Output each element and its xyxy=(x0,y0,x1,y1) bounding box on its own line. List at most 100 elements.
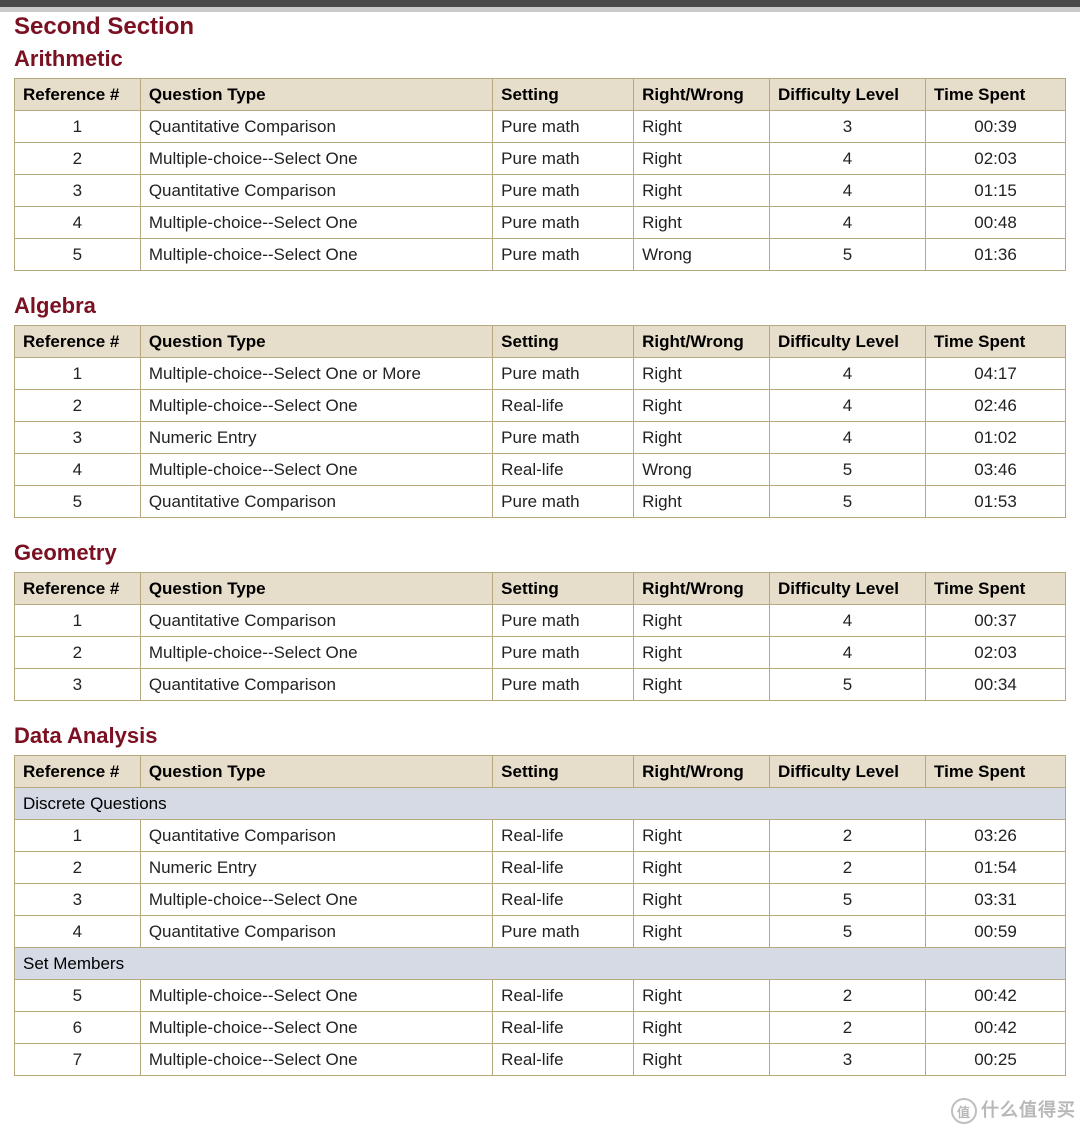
results-table: Reference #Question TypeSettingRight/Wro… xyxy=(14,325,1066,518)
cell-type: Multiple-choice--Select One xyxy=(140,884,492,916)
cell-ref: 3 xyxy=(15,884,141,916)
col-header-time: Time Spent xyxy=(926,79,1066,111)
table-header-row: Reference #Question TypeSettingRight/Wro… xyxy=(15,573,1066,605)
table-header-row: Reference #Question TypeSettingRight/Wro… xyxy=(15,756,1066,788)
cell-type: Multiple-choice--Select One xyxy=(140,637,492,669)
cell-time: 00:37 xyxy=(926,605,1066,637)
table-row: 2Multiple-choice--Select OnePure mathRig… xyxy=(15,143,1066,175)
cell-diff: 2 xyxy=(770,980,926,1012)
cell-ref: 6 xyxy=(15,1012,141,1044)
cell-time: 02:03 xyxy=(926,143,1066,175)
cell-ref: 1 xyxy=(15,820,141,852)
cell-rw: Right xyxy=(634,605,770,637)
cell-time: 00:25 xyxy=(926,1044,1066,1076)
cell-diff: 4 xyxy=(770,637,926,669)
cell-rw: Right xyxy=(634,111,770,143)
cell-ref: 3 xyxy=(15,175,141,207)
table-header-row: Reference #Question TypeSettingRight/Wro… xyxy=(15,326,1066,358)
cell-setting: Real-life xyxy=(493,852,634,884)
cell-setting: Pure math xyxy=(493,143,634,175)
cell-rw: Wrong xyxy=(634,454,770,486)
cell-ref: 3 xyxy=(15,669,141,701)
cell-setting: Pure math xyxy=(493,239,634,271)
col-header-diff: Difficulty Level xyxy=(770,756,926,788)
table-row: 1Quantitative ComparisonPure mathRight30… xyxy=(15,111,1066,143)
cell-time: 01:53 xyxy=(926,486,1066,518)
cell-type: Multiple-choice--Select One xyxy=(140,239,492,271)
table-row: 5Quantitative ComparisonPure mathRight50… xyxy=(15,486,1066,518)
cell-time: 00:42 xyxy=(926,1012,1066,1044)
cell-type: Quantitative Comparison xyxy=(140,111,492,143)
cell-rw: Right xyxy=(634,390,770,422)
cell-time: 02:46 xyxy=(926,390,1066,422)
results-table: Reference #Question TypeSettingRight/Wro… xyxy=(14,755,1066,1076)
table-header-row: Reference #Question TypeSettingRight/Wro… xyxy=(15,79,1066,111)
cell-type: Numeric Entry xyxy=(140,852,492,884)
col-header-ref: Reference # xyxy=(15,756,141,788)
table-row: 2Multiple-choice--Select OneReal-lifeRig… xyxy=(15,390,1066,422)
table-row: 4Multiple-choice--Select OneReal-lifeWro… xyxy=(15,454,1066,486)
table-row: 2Multiple-choice--Select OnePure mathRig… xyxy=(15,637,1066,669)
col-header-time: Time Spent xyxy=(926,756,1066,788)
cell-rw: Right xyxy=(634,1012,770,1044)
table-row: 7Multiple-choice--Select OneReal-lifeRig… xyxy=(15,1044,1066,1076)
section-title: Second Section xyxy=(14,12,1066,42)
cell-setting: Pure math xyxy=(493,358,634,390)
cell-diff: 4 xyxy=(770,422,926,454)
col-header-diff: Difficulty Level xyxy=(770,79,926,111)
cell-time: 00:48 xyxy=(926,207,1066,239)
cell-time: 01:36 xyxy=(926,239,1066,271)
cell-rw: Right xyxy=(634,637,770,669)
cell-ref: 4 xyxy=(15,916,141,948)
col-header-ref: Reference # xyxy=(15,573,141,605)
cell-type: Quantitative Comparison xyxy=(140,669,492,701)
cell-rw: Wrong xyxy=(634,239,770,271)
cell-setting: Pure math xyxy=(493,422,634,454)
cell-setting: Real-life xyxy=(493,820,634,852)
subcategory-row: Discrete Questions xyxy=(15,788,1066,820)
cell-type: Quantitative Comparison xyxy=(140,605,492,637)
cell-rw: Right xyxy=(634,422,770,454)
col-header-type: Question Type xyxy=(140,573,492,605)
cell-diff: 5 xyxy=(770,486,926,518)
cell-ref: 1 xyxy=(15,358,141,390)
col-header-setting: Setting xyxy=(493,573,634,605)
cell-ref: 7 xyxy=(15,1044,141,1076)
cell-time: 03:26 xyxy=(926,820,1066,852)
table-row: 5Multiple-choice--Select OneReal-lifeRig… xyxy=(15,980,1066,1012)
cell-ref: 5 xyxy=(15,486,141,518)
cell-type: Quantitative Comparison xyxy=(140,486,492,518)
results-table: Reference #Question TypeSettingRight/Wro… xyxy=(14,78,1066,271)
cell-type: Numeric Entry xyxy=(140,422,492,454)
subcategory-label: Discrete Questions xyxy=(15,788,1066,820)
table-row: 4Multiple-choice--Select OnePure mathRig… xyxy=(15,207,1066,239)
table-row: 2Numeric EntryReal-lifeRight201:54 xyxy=(15,852,1066,884)
col-header-rw: Right/Wrong xyxy=(634,79,770,111)
top-bar xyxy=(0,0,1080,12)
cell-type: Multiple-choice--Select One xyxy=(140,1012,492,1044)
cell-type: Multiple-choice--Select One xyxy=(140,454,492,486)
table-row: 3Numeric EntryPure mathRight401:02 xyxy=(15,422,1066,454)
cell-diff: 5 xyxy=(770,239,926,271)
cell-ref: 4 xyxy=(15,454,141,486)
col-header-time: Time Spent xyxy=(926,326,1066,358)
cell-time: 01:15 xyxy=(926,175,1066,207)
col-header-time: Time Spent xyxy=(926,573,1066,605)
cell-type: Multiple-choice--Select One xyxy=(140,143,492,175)
table-row: 1Quantitative ComparisonPure mathRight40… xyxy=(15,605,1066,637)
subsection-title: Data Analysis xyxy=(14,723,1066,749)
cell-rw: Right xyxy=(634,820,770,852)
table-row: 6Multiple-choice--Select OneReal-lifeRig… xyxy=(15,1012,1066,1044)
subcategory-row: Set Members xyxy=(15,948,1066,980)
cell-time: 01:02 xyxy=(926,422,1066,454)
cell-rw: Right xyxy=(634,175,770,207)
col-header-setting: Setting xyxy=(493,326,634,358)
cell-ref: 2 xyxy=(15,390,141,422)
cell-time: 00:59 xyxy=(926,916,1066,948)
cell-time: 00:39 xyxy=(926,111,1066,143)
cell-time: 04:17 xyxy=(926,358,1066,390)
cell-time: 03:46 xyxy=(926,454,1066,486)
subsection-title: Algebra xyxy=(14,293,1066,319)
cell-rw: Right xyxy=(634,852,770,884)
cell-setting: Pure math xyxy=(493,175,634,207)
